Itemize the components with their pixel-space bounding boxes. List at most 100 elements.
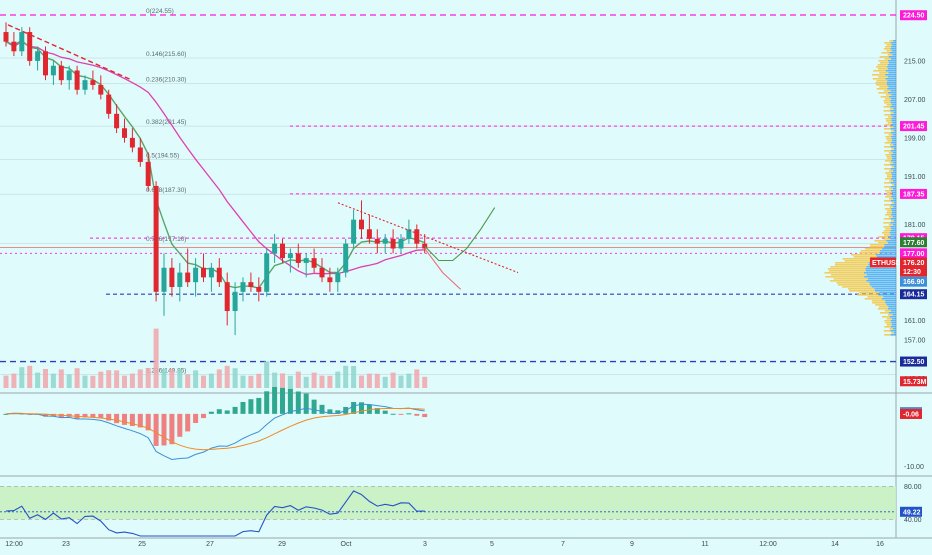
volume-bar bbox=[66, 374, 72, 388]
volume-profile-bar bbox=[891, 156, 896, 158]
volume-profile-bar bbox=[890, 310, 896, 312]
volume-profile-bar bbox=[884, 234, 891, 236]
volume-profile-bar bbox=[864, 276, 896, 278]
candle-body bbox=[74, 70, 80, 90]
volume-profile-bar bbox=[889, 162, 894, 164]
volume-profile-bar bbox=[890, 164, 896, 166]
volume-profile-bar bbox=[892, 216, 896, 218]
volume-profile-bar bbox=[891, 138, 896, 140]
candle-body bbox=[82, 80, 88, 90]
macd-histogram-bar bbox=[232, 406, 238, 414]
volume-profile-bar bbox=[891, 130, 894, 132]
fib-label: 0.786(177.10) bbox=[146, 236, 186, 243]
volume-profile-bar bbox=[888, 312, 896, 314]
volume-profile-bar bbox=[875, 254, 896, 256]
volume-profile-bar bbox=[890, 110, 896, 112]
volume-bar bbox=[35, 372, 41, 388]
volume-bars bbox=[3, 328, 428, 388]
volume-profile-bar bbox=[890, 124, 896, 126]
price-tag-label: 176.20 bbox=[903, 260, 925, 267]
volume-profile-bar bbox=[886, 318, 892, 320]
volume-bar bbox=[280, 373, 285, 388]
macd-histogram-bar bbox=[359, 402, 364, 414]
time-tick-label: 3 bbox=[423, 541, 427, 548]
volume-profile-bar bbox=[874, 240, 887, 242]
macd-histogram-bar bbox=[327, 409, 333, 414]
candle-body bbox=[264, 253, 270, 292]
candle-body bbox=[11, 41, 17, 52]
volume-profile-bar bbox=[872, 78, 886, 80]
volume-profile-bar bbox=[881, 298, 896, 300]
volume-bar bbox=[414, 369, 420, 388]
horizontal-lines[interactable] bbox=[0, 125, 896, 363]
fibonacci-levels[interactable]: 0(224.55) 0.146(215.60) 0.236(210.30) 0.382… bbox=[0, 8, 896, 375]
price-tag-label: 187.35 bbox=[903, 191, 925, 198]
downtrend-line-left[interactable] bbox=[7, 24, 133, 81]
volume-profile-bar bbox=[893, 180, 896, 182]
volume-profile-bar bbox=[884, 142, 891, 144]
volume-profile-bar bbox=[890, 126, 894, 128]
volume-bar bbox=[311, 372, 317, 388]
volume-profile-bar bbox=[866, 274, 896, 276]
candle-body bbox=[398, 238, 404, 249]
time-axis[interactable]: 12:00 23 25 27 29 Oct 3 5 7 9 11 12:00 14 16 bbox=[5, 541, 884, 548]
volume-profile-bar bbox=[886, 138, 892, 140]
volume-profile-bar bbox=[886, 324, 892, 326]
macd-histogram-bar bbox=[398, 413, 404, 415]
volume-profile-bar bbox=[876, 88, 888, 90]
candle-body bbox=[19, 32, 25, 52]
volume-profile-bar bbox=[885, 118, 892, 120]
volume-profile-bar bbox=[886, 156, 892, 158]
volume-profile bbox=[824, 40, 896, 336]
volume-profile-bar bbox=[886, 240, 896, 242]
volume-profile-bar bbox=[884, 204, 891, 206]
macd-histogram-bar bbox=[390, 413, 396, 415]
volume-profile-bar bbox=[884, 244, 896, 246]
candle-body bbox=[208, 267, 214, 278]
trend-drawings[interactable] bbox=[7, 24, 519, 290]
volume-profile-bar bbox=[835, 262, 869, 264]
volume-profile-bar bbox=[890, 186, 896, 188]
volume-bar bbox=[422, 376, 428, 388]
volume-profile-bar bbox=[877, 308, 888, 310]
volume-profile-bar bbox=[891, 210, 896, 212]
price-tag bbox=[900, 188, 927, 199]
macd-histogram-bar bbox=[287, 388, 293, 414]
volume-bar bbox=[98, 371, 104, 388]
projection-down-path[interactable] bbox=[424, 248, 462, 290]
macd-histogram-bar bbox=[240, 401, 246, 414]
volume-profile-bar bbox=[892, 116, 896, 118]
volume-profile-bar bbox=[890, 226, 896, 228]
volume-profile-bar bbox=[884, 320, 891, 322]
volume-bar bbox=[390, 372, 396, 388]
macd-histogram-bar bbox=[145, 413, 151, 431]
projection-up-path[interactable] bbox=[424, 207, 496, 262]
volume-bar bbox=[58, 369, 64, 388]
candle-body bbox=[98, 84, 104, 95]
volume-profile-bar bbox=[890, 48, 896, 50]
volume-profile-bar bbox=[879, 292, 896, 294]
downtrend-line-right[interactable] bbox=[337, 202, 519, 274]
candle-body bbox=[295, 253, 301, 263]
symbol-tag-label: ETHUSD bbox=[872, 260, 901, 267]
macd-value-label: -0.06 bbox=[903, 411, 919, 418]
volume-profile-bar bbox=[830, 274, 867, 276]
price-axis[interactable]: 215.00207.00199.00191.00181.00173.00161.… bbox=[900, 58, 926, 524]
volume-bar bbox=[248, 375, 254, 388]
macd-histogram-bar bbox=[256, 397, 262, 414]
candle-body bbox=[335, 272, 341, 283]
rsi-line bbox=[5, 490, 425, 537]
volume-profile-bar bbox=[888, 224, 893, 226]
volume-profile-bar bbox=[887, 54, 893, 56]
volume-profile-bar bbox=[887, 308, 896, 310]
volume-profile-bar bbox=[863, 272, 896, 274]
volume-profile-bar bbox=[830, 266, 867, 268]
volume-profile-bar bbox=[893, 144, 896, 146]
volume-profile-bar bbox=[885, 46, 892, 48]
volume-profile-bar bbox=[887, 64, 896, 66]
volume-bar bbox=[11, 373, 17, 388]
volume-profile-bar bbox=[884, 58, 891, 60]
macd-histogram-bar bbox=[374, 408, 380, 414]
